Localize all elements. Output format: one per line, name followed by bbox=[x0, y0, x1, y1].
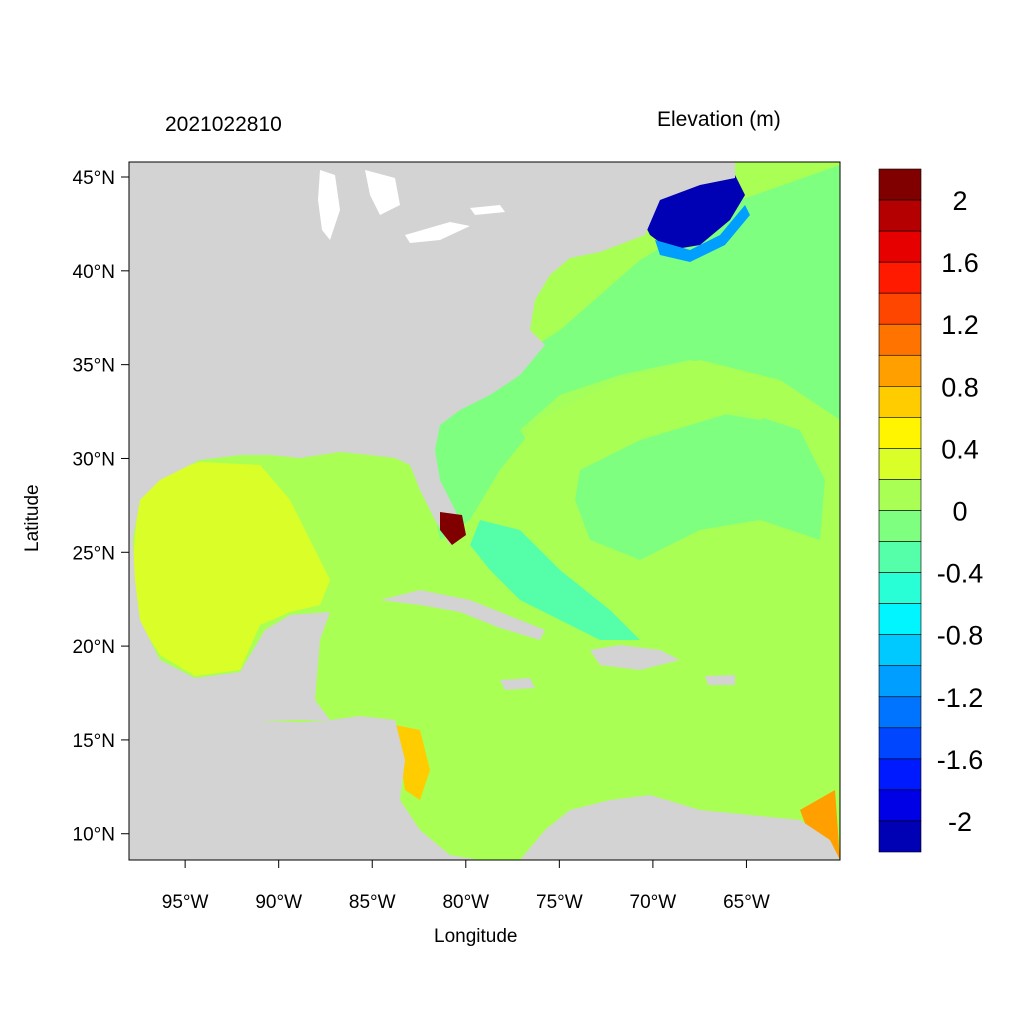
florida-high-region bbox=[440, 512, 466, 545]
x-tick-label: 95°W bbox=[162, 892, 209, 913]
lake-ontario bbox=[470, 205, 505, 215]
colorbar-box bbox=[878, 572, 922, 604]
y-tick-label: 40°N bbox=[73, 262, 115, 283]
hispaniola-land bbox=[590, 645, 680, 670]
atlantic-shelf-region bbox=[420, 165, 840, 540]
colorbar-box bbox=[878, 758, 922, 791]
colorbar-label: 1.6 bbox=[941, 248, 979, 278]
colorbar-label: 2 bbox=[952, 186, 967, 216]
colorbar-label: 0.4 bbox=[941, 434, 979, 464]
colorbar-box bbox=[878, 448, 922, 480]
colorbar-label: -0.4 bbox=[937, 559, 984, 589]
north-america-land bbox=[129, 162, 735, 720]
x-tick-label: 80°W bbox=[442, 892, 489, 913]
colorbar-box bbox=[878, 261, 922, 294]
colorbar-box bbox=[878, 230, 922, 263]
gulf-of-maine-edge bbox=[655, 205, 750, 262]
colorbar-box bbox=[878, 323, 922, 356]
y-tick-label: 15°N bbox=[73, 731, 115, 752]
plot-frame bbox=[128, 161, 841, 861]
south-america-land bbox=[520, 795, 840, 860]
colorbar-label: -1.2 bbox=[937, 683, 984, 713]
colorbar-box bbox=[878, 665, 922, 698]
bahamas-region bbox=[470, 520, 640, 640]
gulf-of-mexico-high-region bbox=[133, 462, 330, 676]
colorbar-box bbox=[878, 727, 922, 760]
y-axis-label: Latitude bbox=[22, 484, 43, 552]
colorbar-box bbox=[878, 199, 922, 232]
lake-erie bbox=[405, 222, 470, 243]
puerto-rico-land bbox=[705, 675, 735, 685]
lake-michigan bbox=[318, 170, 340, 240]
y-tick-label: 10°N bbox=[73, 825, 115, 846]
x-tick-label: 85°W bbox=[349, 892, 396, 913]
central-america-high-region bbox=[395, 725, 430, 800]
colorbar-label: 0.8 bbox=[941, 372, 979, 402]
y-tick-label: 20°N bbox=[73, 637, 115, 658]
lake-huron bbox=[365, 170, 400, 215]
colorbar-label: -0.8 bbox=[937, 621, 984, 651]
y-tick-label: 45°N bbox=[73, 168, 115, 189]
colorbar-label: 1.2 bbox=[941, 310, 979, 340]
y-tick-label: 25°N bbox=[73, 543, 115, 564]
plot-title-date: 2021022810 bbox=[165, 113, 282, 136]
colorbar-label: -2 bbox=[948, 807, 972, 837]
cuba-land bbox=[380, 590, 545, 640]
colorbar-box bbox=[878, 292, 922, 325]
x-axis-label: Longitude bbox=[434, 926, 518, 947]
x-tick-label: 75°W bbox=[536, 892, 583, 913]
colorbar-box bbox=[878, 386, 922, 418]
central-america-land bbox=[129, 715, 480, 860]
sargasso-region bbox=[575, 410, 825, 560]
x-tick-label: 90°W bbox=[255, 892, 302, 913]
colorbar-box bbox=[878, 820, 922, 853]
colorbar-box bbox=[878, 168, 922, 201]
y-tick-label: 35°N bbox=[73, 356, 115, 377]
colorbar-box bbox=[878, 354, 922, 387]
plot-title-variable: Elevation (m) bbox=[657, 108, 781, 131]
colorbar-label: -1.6 bbox=[937, 745, 984, 775]
y-tick-label: 30°N bbox=[73, 449, 115, 470]
colorbar-box bbox=[878, 541, 922, 573]
jamaica-land bbox=[500, 678, 535, 690]
colorbar-box bbox=[878, 696, 922, 729]
colorbar-box bbox=[878, 789, 922, 822]
colorbar-box bbox=[878, 634, 922, 667]
colorbar-box bbox=[878, 603, 922, 635]
colorbar-box bbox=[878, 510, 922, 542]
colorbar-label: 0 bbox=[952, 497, 967, 527]
x-tick-label: 70°W bbox=[630, 892, 677, 913]
colorbar-box bbox=[878, 479, 922, 511]
x-tick-label: 65°W bbox=[723, 892, 770, 913]
colorbar-box bbox=[878, 417, 922, 449]
atlantic-zero-band bbox=[520, 360, 800, 470]
